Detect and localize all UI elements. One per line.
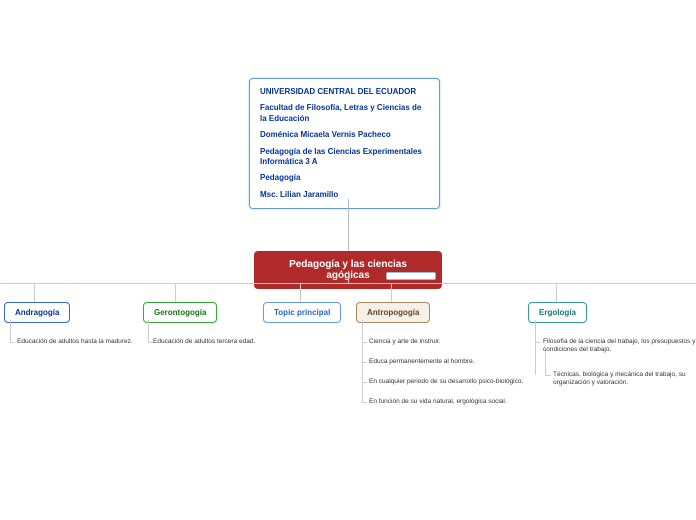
connector-line xyxy=(362,402,367,403)
connector-line xyxy=(10,320,11,342)
connector-line xyxy=(391,283,392,302)
header-box: UNIVERSIDAD CENTRAL DEL ECUADOR Facultad… xyxy=(249,78,440,209)
leaf-text: En función de su vida natural, ergológic… xyxy=(369,398,529,406)
header-line: Doménica Micaela Vernis Pacheco xyxy=(260,130,429,140)
connector-line xyxy=(362,362,367,363)
connector-line xyxy=(10,342,15,343)
connector-line xyxy=(300,283,301,302)
branch-ergologia: Ergología xyxy=(528,302,587,323)
header-line: Facultad de Filosofía, Letras y Ciencias… xyxy=(260,103,429,124)
branch-topic-principal: Topic principal xyxy=(263,302,341,323)
leaf-text: Filosofía de la ciencia del trabajo, los… xyxy=(543,338,696,355)
connector-line xyxy=(535,342,540,343)
header-line: UNIVERSIDAD CENTRAL DEL ECUADOR xyxy=(260,87,429,97)
connector-line xyxy=(362,320,363,402)
connector-line xyxy=(362,382,367,383)
header-line: Pedagogía xyxy=(260,173,429,183)
connector-line xyxy=(348,271,349,283)
leaf-text: Ciencia y arte de instruir. xyxy=(369,338,519,346)
header-line: Msc. Lilian Jaramillo xyxy=(260,190,429,200)
connector-line xyxy=(535,320,536,375)
leaf-text: Educación de adultos tercera edad. xyxy=(153,338,263,346)
connector-line xyxy=(175,283,176,302)
header-line: Pedagogía de las Ciencias Experimentales… xyxy=(260,147,429,168)
connector-line xyxy=(0,283,696,284)
connector-line xyxy=(148,320,149,342)
branch-gerontogogia: Gerontogogía xyxy=(143,302,217,323)
connector-line xyxy=(348,199,349,251)
leaf-text: Educación de adultos hasta la madurez. xyxy=(17,338,137,346)
leaf-text: Técnicas, biológica y mecánica del traba… xyxy=(553,371,696,388)
decor-box xyxy=(386,272,436,280)
leaf-text: Educa permanentemente al hombre. xyxy=(369,358,519,366)
branch-andragogia: Andragogía xyxy=(4,302,70,323)
connector-line xyxy=(362,342,367,343)
leaf-text: En cualquier periodo de su desarrollo ps… xyxy=(369,378,529,386)
connector-line xyxy=(556,283,557,302)
connector-line xyxy=(545,375,551,376)
branch-antropogogia: Antropogogía xyxy=(356,302,430,323)
connector-line xyxy=(34,283,35,302)
